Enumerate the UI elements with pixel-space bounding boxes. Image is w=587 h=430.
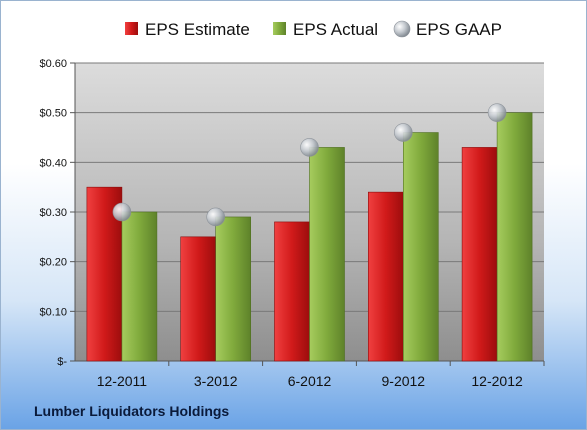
y-tick-label: $0.30 (39, 207, 67, 219)
legend-swatch (273, 22, 286, 35)
marker-eps-gaap (487, 103, 507, 122)
bar-eps-actual (215, 216, 251, 362)
y-tick-label: $0.50 (39, 108, 67, 120)
bar-eps-actual (121, 211, 158, 362)
y-tick-label: $0.20 (39, 257, 67, 269)
x-axis: 12-2011 3-2012 6-2012 9-2012 12-2012 (75, 360, 545, 389)
legend-swatch (393, 20, 411, 38)
x-tick-label: 9-2012 (382, 373, 426, 389)
y-tick-label: $0.10 (39, 306, 67, 318)
legend-label: EPS Estimate (145, 20, 250, 39)
x-tick-label: 6-2012 (288, 373, 332, 389)
x-tick-label: 12-2011 (97, 373, 148, 389)
bar-eps-estimate (274, 221, 310, 362)
marker-eps-gaap (393, 123, 413, 142)
y-tick-label: $- (57, 356, 67, 368)
legend-label: EPS Actual (293, 20, 378, 39)
x-tick-label: 3-2012 (194, 373, 238, 389)
x-tick-label: 12-2012 (471, 373, 523, 389)
marker-eps-gaap (112, 202, 132, 222)
legend: EPS Estimate EPS Actual EPS GAAP (125, 20, 502, 39)
y-tick-label: $0.40 (39, 157, 67, 169)
bar-eps-actual (309, 147, 345, 362)
bar-eps-estimate (461, 147, 498, 362)
legend-label: EPS GAAP (416, 20, 502, 39)
bar-eps-actual (496, 112, 533, 362)
bar-eps-actual (402, 132, 439, 362)
bar-eps-estimate (180, 236, 216, 362)
gaap-markers (112, 103, 507, 227)
legend-swatch (125, 22, 138, 35)
marker-eps-gaap (206, 207, 225, 227)
y-axis: $- $0.10 $0.20 $0.30 $0.40 $0.50 $0.60 (39, 58, 76, 368)
marker-eps-gaap (300, 138, 319, 157)
company-label: Lumber Liquidators Holdings (34, 403, 230, 419)
bar-eps-estimate (367, 191, 404, 362)
y-tick-label: $0.60 (39, 58, 67, 70)
